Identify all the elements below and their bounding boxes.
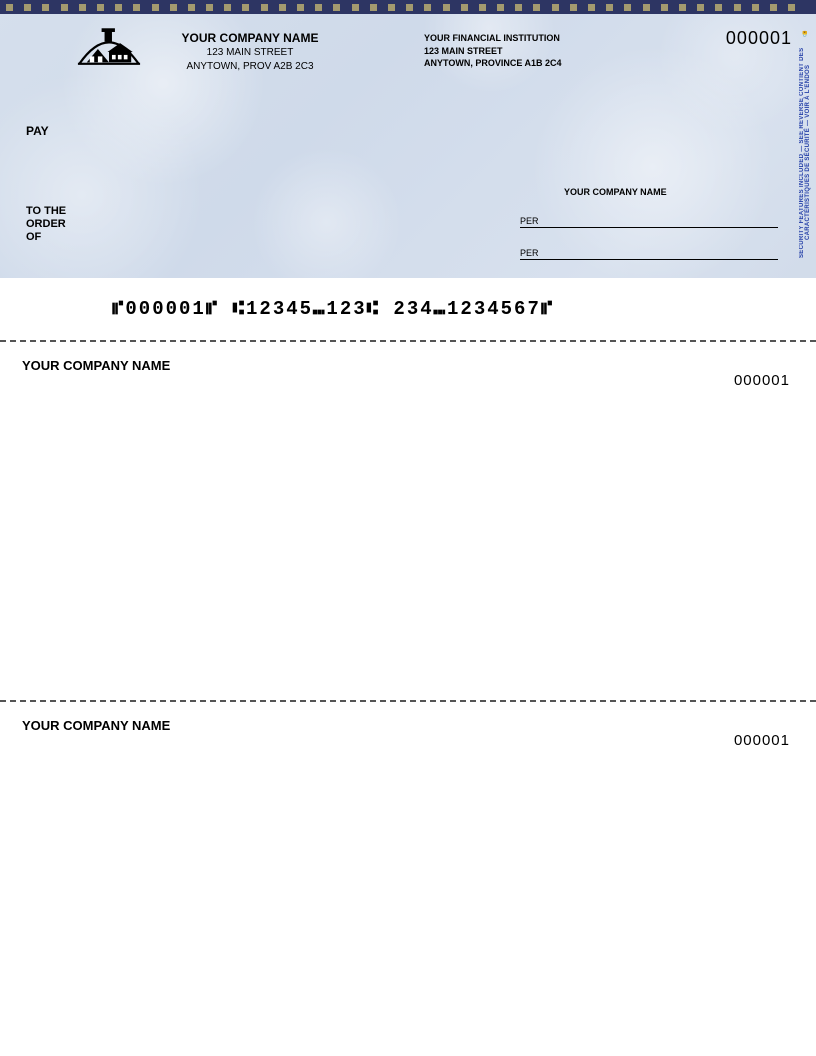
band-square — [188, 4, 195, 11]
band-square — [552, 4, 559, 11]
stub-1-company-name: YOUR COMPANY NAME — [22, 358, 170, 373]
signature-line-1: PER — [520, 216, 778, 228]
band-square — [79, 4, 86, 11]
band-square — [42, 4, 49, 11]
bank-address-block: YOUR FINANCIAL INSTITUTION 123 MAIN STRE… — [424, 32, 562, 70]
band-square — [679, 4, 686, 11]
band-square — [61, 4, 68, 11]
band-square — [443, 4, 450, 11]
band-square — [97, 4, 104, 11]
band-square — [424, 4, 431, 11]
band-square — [279, 4, 286, 11]
band-square — [170, 4, 177, 11]
band-square — [315, 4, 322, 11]
company-logo — [72, 26, 146, 72]
band-square — [624, 4, 631, 11]
micr-line: ⑈000001⑈ ⑆12345⑉123⑆ 234⑉1234567⑈ — [112, 298, 554, 320]
signature-company-name: YOUR COMPANY NAME — [564, 187, 667, 197]
band-square — [515, 4, 522, 11]
security-features-strip: SECURITY FEATURES INCLUDED — SEE REVERSE… — [798, 30, 812, 268]
band-square — [133, 4, 140, 11]
order-label-line-3: OF — [26, 231, 66, 244]
band-square — [352, 4, 359, 11]
band-square — [661, 4, 668, 11]
bank-address-2: ANYTOWN, PROVINCE A1B 2C4 — [424, 57, 562, 70]
check-panel: YOUR COMPANY NAME 123 MAIN STREET ANYTOW… — [0, 0, 816, 278]
band-square — [370, 4, 377, 11]
order-label-line-2: ORDER — [26, 218, 66, 231]
band-square — [242, 4, 249, 11]
band-square — [406, 4, 413, 11]
band-square — [788, 4, 795, 11]
band-square — [570, 4, 577, 11]
band-square — [734, 4, 741, 11]
company-address-1: 123 MAIN STREET — [160, 46, 340, 60]
check-number: 000001 — [726, 28, 792, 49]
band-square — [297, 4, 304, 11]
band-square — [152, 4, 159, 11]
stub-2-number: 000001 — [734, 732, 790, 749]
bank-address-1: 123 MAIN STREET — [424, 45, 562, 58]
band-square — [206, 4, 213, 11]
band-square — [24, 4, 31, 11]
band-square — [461, 4, 468, 11]
band-square — [479, 4, 486, 11]
band-square — [770, 4, 777, 11]
pay-label: PAY — [26, 124, 49, 138]
perforation-1 — [0, 340, 816, 342]
bank-name: YOUR FINANCIAL INSTITUTION — [424, 32, 562, 45]
perforation-2 — [0, 700, 816, 702]
band-square — [643, 4, 650, 11]
company-name: YOUR COMPANY NAME — [160, 30, 340, 46]
band-square — [715, 4, 722, 11]
band-square — [224, 4, 231, 11]
band-square — [6, 4, 13, 11]
band-square — [333, 4, 340, 11]
to-the-order-of-label: TO THE ORDER OF — [26, 205, 66, 245]
band-square — [497, 4, 504, 11]
company-address-block: YOUR COMPANY NAME 123 MAIN STREET ANYTOW… — [160, 30, 340, 73]
security-text: SECURITY FEATURES INCLUDED — SEE REVERSE… — [799, 37, 811, 268]
band-square — [261, 4, 268, 11]
security-band — [0, 0, 816, 14]
band-square — [588, 4, 595, 11]
order-label-line-1: TO THE — [26, 205, 66, 218]
band-square — [388, 4, 395, 11]
band-square — [697, 4, 704, 11]
per-label-2: PER — [520, 248, 539, 258]
band-square — [606, 4, 613, 11]
band-square — [533, 4, 540, 11]
band-square — [752, 4, 759, 11]
company-address-2: ANYTOWN, PROV A2B 2C3 — [160, 60, 340, 74]
stub-2-company-name: YOUR COMPANY NAME — [22, 718, 170, 733]
per-label-1: PER — [520, 216, 539, 226]
signature-line-2: PER — [520, 248, 778, 260]
band-square — [115, 4, 122, 11]
stub-1-number: 000001 — [734, 372, 790, 389]
